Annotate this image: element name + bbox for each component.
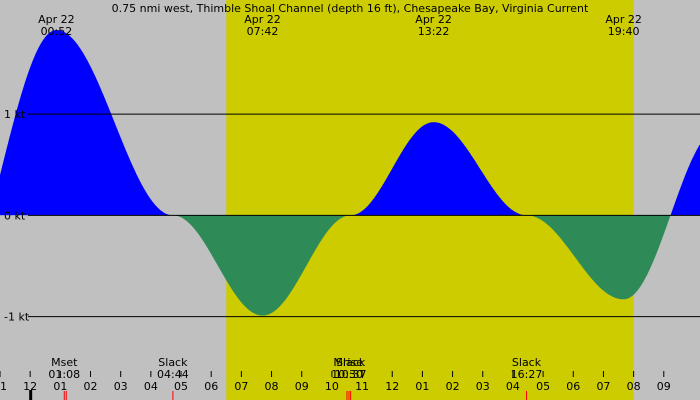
hour-tick-label: 09 [295,380,309,393]
hour-tick-label: 11 [355,380,369,393]
hour-tick-label: 08 [627,380,641,393]
slack-time-label: 04:44 [157,368,189,381]
hour-tick-label: 05 [536,380,550,393]
current-area-layer [0,30,700,316]
hour-tick-label: 04 [144,380,158,393]
ebb-current-area [173,215,671,316]
hour-tick-label: 03 [114,380,128,393]
hour-tick-label: 02 [446,380,460,393]
slack-label: Slack [158,356,188,369]
hour-tick-label: 11 [0,380,7,393]
extremum-time-label: 00:52 [41,25,73,38]
y-tick-label: 1 kt [4,108,26,121]
slack-time-label: 10:37 [335,368,367,381]
label-layer: 11 12 01 02 03 04 05 06 07 08 09 10 11 12 01 02 03 04 05 06… [0,13,671,393]
extremum-date-label: Apr 22 [605,13,642,26]
hour-tick-label: 06 [204,380,218,393]
hour-tick-label: 07 [596,380,610,393]
flood-current-area [0,30,700,216]
extremum-time-label: 07:42 [247,25,279,38]
slack-time-label: 16:27 [511,368,543,381]
hour-tick-label: 08 [265,380,279,393]
extremum-time-label: 13:22 [418,25,450,38]
hour-tick-label: 07 [234,380,248,393]
moon-event-label: Mset [51,356,78,369]
moon-event-time-label: 01:08 [48,368,80,381]
hour-tick-label: 05 [174,380,188,393]
extremum-date-label: Apr 22 [244,13,281,26]
extremum-time-label: 19:40 [608,25,640,38]
hour-tick-label: 09 [657,380,671,393]
slack-label: Slack [512,356,542,369]
moon-event-label: Mrise [333,356,363,369]
hour-tick-label: 06 [566,380,580,393]
axis-layer: 1 kt 0 kt -1 kt [0,108,700,400]
hour-tick-label: 01 [415,380,429,393]
slack-label: Slack [336,356,366,369]
extremum-date-label: Apr 22 [38,13,75,26]
hour-tick-label: 10 [325,380,339,393]
hour-tick-label: 12 [385,380,399,393]
hour-tick-label: 12 [23,380,37,393]
midnight-marker [29,390,33,400]
y-tick-label: -1 kt [4,311,30,324]
hour-tick-label: 01 [53,380,67,393]
y-tick-label: 0 kt [4,209,26,222]
chart-title: 0.75 nmi west, Thimble Shoal Channel (de… [112,2,589,15]
moon-event-time-label: 10:30 [331,368,363,381]
extremum-date-label: Apr 22 [415,13,452,26]
hour-tick-label: 02 [84,380,98,393]
hour-tick-label: 03 [476,380,490,393]
hour-tick-label: 04 [506,380,520,393]
